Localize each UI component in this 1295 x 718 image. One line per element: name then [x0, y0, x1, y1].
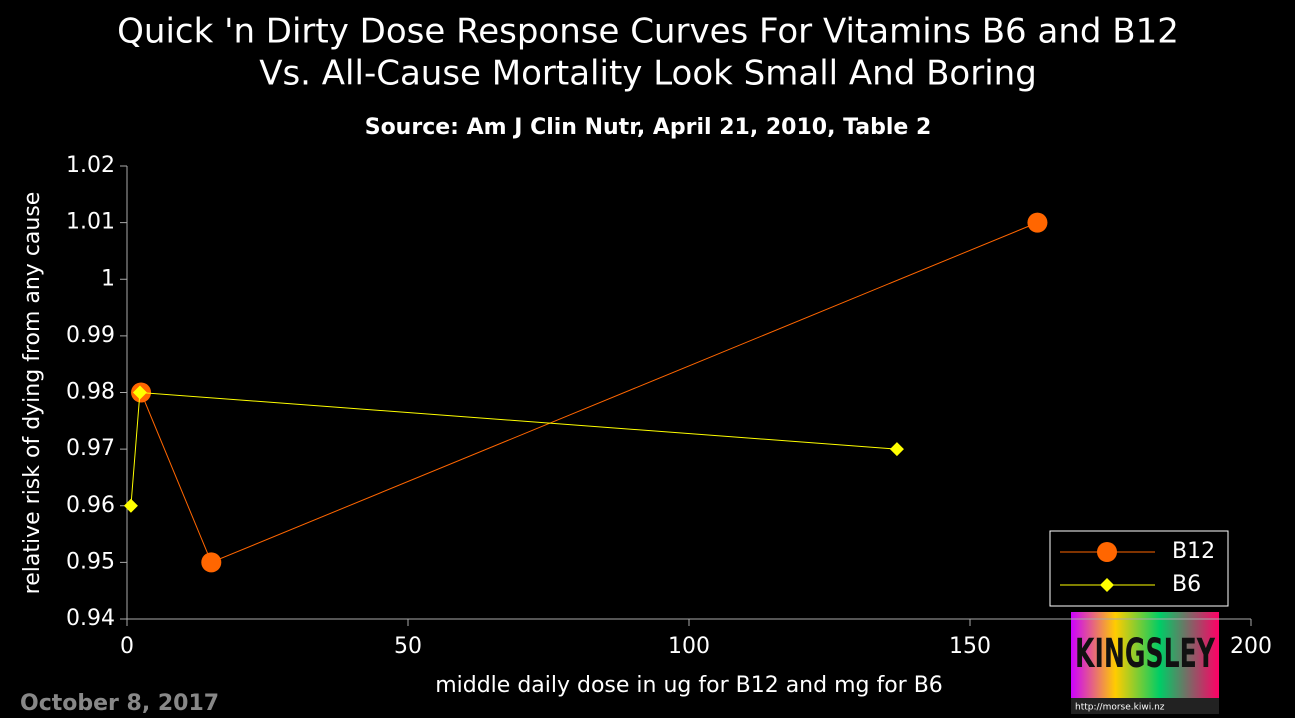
date: October 8, 2017 [20, 691, 219, 716]
series-line [130, 391, 897, 506]
logo-text: KINGSLEY [1075, 631, 1216, 677]
y-tick-label: 1.02 [66, 153, 115, 178]
x-tick-label: 0 [120, 634, 134, 659]
y-tick-label: 0.98 [66, 380, 115, 405]
y-axis-label: relative risk of dying from any cause [20, 192, 45, 595]
legend-marker [1100, 578, 1114, 592]
data-point [123, 498, 138, 513]
logo [1071, 612, 1219, 698]
x-tick-label: 150 [949, 634, 991, 659]
y-tick-label: 0.96 [66, 493, 115, 518]
legend-label: B12 [1172, 539, 1215, 564]
chart-subtitle: Source: Am J Clin Nutr, April 21, 2010, … [365, 115, 932, 140]
legend-marker [1097, 542, 1117, 562]
y-tick-label: 0.95 [66, 549, 115, 574]
chart-title: Quick 'n Dirty Dose Response Curves For … [117, 12, 1179, 52]
logo-url: http://morse.kiwi.nz [1075, 703, 1165, 713]
y-tick-label: 0.99 [66, 323, 115, 348]
data-point [1027, 212, 1048, 233]
x-axis-label: middle daily dose in ug for B12 and mg f… [435, 673, 943, 698]
logo-bar [1071, 698, 1219, 714]
y-tick-label: 1 [101, 266, 115, 291]
data-point [201, 552, 222, 573]
x-tick-label: 200 [1230, 634, 1272, 659]
legend-label: B6 [1172, 572, 1201, 597]
series-line [140, 222, 1038, 564]
data-point [889, 442, 904, 457]
x-tick-label: 50 [394, 634, 422, 659]
y-tick-label: 0.94 [66, 606, 115, 631]
data-point [132, 385, 147, 400]
y-tick-label: 0.97 [66, 436, 115, 461]
x-tick-label: 100 [668, 634, 710, 659]
chart-title: Vs. All-Cause Mortality Look Small And B… [259, 54, 1037, 94]
legend-box [1049, 530, 1229, 607]
y-tick-label: 1.01 [66, 210, 115, 235]
